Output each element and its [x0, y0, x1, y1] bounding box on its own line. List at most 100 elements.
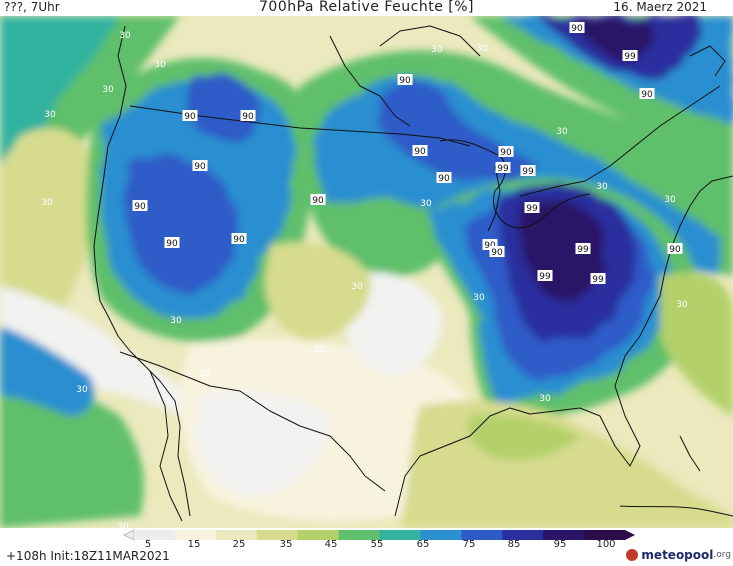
st-lawrence [584, 85, 721, 182]
lake-michigan [487, 165, 501, 232]
contour-label: 30 [664, 195, 676, 205]
contour-label: 30 [473, 293, 485, 303]
contour-label: 30 [476, 44, 488, 54]
colorbar-tick-label: 65 [416, 539, 430, 550]
contour-label-box [537, 270, 553, 281]
contour-label-box [520, 165, 536, 176]
contour-label: 90 [194, 162, 206, 172]
contour-label-box [498, 146, 514, 157]
colorbar-segment [256, 530, 299, 540]
contour-label: 30 [199, 369, 211, 379]
contour-label: 99 [522, 167, 534, 177]
contour-label-box [436, 172, 452, 183]
run-label: ???, 7Uhr [4, 0, 60, 14]
humidity-field [0, 16, 733, 528]
colorbar-segment [461, 530, 503, 540]
logo-suffix: .org [713, 550, 731, 560]
valid-date: 16. Maerz 2021 [613, 0, 707, 14]
southwest-pacific-green [0, 366, 144, 528]
contour-label: 30 [117, 522, 129, 528]
contour-label: 90 [312, 196, 324, 206]
contour-label-box [569, 22, 585, 33]
contour-label: 90 [571, 24, 583, 34]
contour-label: 90 [242, 112, 254, 122]
contour-label-box [575, 243, 591, 254]
contour-label-box [132, 200, 148, 211]
colorbar [122, 529, 635, 541]
canada-coast-north [379, 25, 481, 57]
contour-label: 30 [170, 316, 182, 326]
legend: 5 15 25 35 45 55 65 75 85 95 100 [0, 528, 733, 566]
colorbar-segment [338, 530, 380, 540]
contour-label-box [412, 145, 428, 156]
init-time: +108h Init:18Z11MAR2021 [6, 549, 170, 563]
contour-label: 30 [41, 198, 53, 208]
northwest-deep-blue [185, 73, 262, 141]
pacific-teal [0, 16, 120, 216]
contour-label: 90 [491, 248, 503, 258]
lake-erie [519, 180, 586, 197]
humidity-map: 9090909090909090909090909090909099999999… [0, 16, 733, 528]
contour-label: 90 [399, 76, 411, 86]
logo-text: meteopool [641, 548, 714, 562]
colorbar-tick-label: 95 [553, 539, 567, 550]
colorbar-max-arrow [625, 530, 635, 540]
contour-label-box [489, 246, 505, 257]
contour-label: 90 [500, 148, 512, 158]
colorbar-tick-label: 100 [596, 539, 616, 550]
pacific-dry-swirl [0, 128, 96, 328]
contour-label: 99 [592, 275, 604, 285]
contour-label: 30 [676, 300, 688, 310]
contour-label-box [590, 273, 606, 284]
contour-label-box [192, 160, 208, 171]
contour-label: 90 [184, 112, 196, 122]
contour-label: 30 [596, 182, 608, 192]
contour-label-box [240, 110, 256, 121]
contour-label: 30 [556, 127, 568, 137]
contour-label-box [231, 233, 247, 244]
newfoundland [689, 45, 726, 77]
contour-label-box [667, 243, 683, 254]
contour-label: 30 [44, 110, 56, 120]
contour-label-box [639, 88, 655, 99]
central-yellow-green [264, 242, 371, 341]
colorbar-tick-label: 75 [462, 539, 476, 550]
us-mexico-border [119, 351, 386, 492]
contour-label: 30 [351, 282, 363, 292]
contour-label: 30 [313, 345, 325, 355]
contour-label: 90 [166, 239, 178, 249]
contour-label: 99 [526, 204, 538, 214]
colorbar-segment [134, 530, 176, 540]
colorbar-tick-label: 15 [187, 539, 201, 550]
west-deep-blue [124, 155, 237, 292]
colorbar-tick-label: 25 [232, 539, 246, 550]
contour-label: 90 [669, 245, 681, 255]
contour-label: 99 [539, 272, 551, 282]
colorbar-segment [420, 530, 462, 540]
contour-label: 90 [438, 174, 450, 184]
west-coastline [93, 25, 191, 517]
baja-coastline [149, 370, 183, 522]
map-title: 700hPa Relative Feuchte [%] [259, 0, 474, 15]
gulf-moist [468, 414, 580, 460]
contour-label-box [164, 237, 180, 248]
contour-label: 90 [233, 235, 245, 245]
meteopool-logo[interactable]: meteopool .org [626, 548, 731, 562]
contour-label: 99 [577, 245, 589, 255]
contour-label: 30 [119, 31, 131, 41]
bahamas [679, 435, 701, 472]
contour-label: 90 [641, 90, 653, 100]
header-bar: ???, 7Uhr 700hPa Relative Feuchte [%] 16… [0, 0, 733, 16]
contour-label-box [182, 110, 198, 121]
contour-label: 30 [431, 45, 443, 55]
colorbar-tick-label: 45 [324, 539, 338, 550]
contour-labels: 9090909090909090909090909090909099999999… [41, 22, 688, 528]
colorbar-segment [584, 530, 626, 540]
contour-label: 30 [102, 85, 114, 95]
east-coast-green [660, 272, 733, 416]
contour-label-box [495, 162, 511, 173]
hudson-bay-coast [329, 35, 411, 127]
colorbar-segment [543, 530, 585, 540]
southwest-pacific-blue [0, 326, 94, 416]
great-lakes [439, 139, 591, 229]
